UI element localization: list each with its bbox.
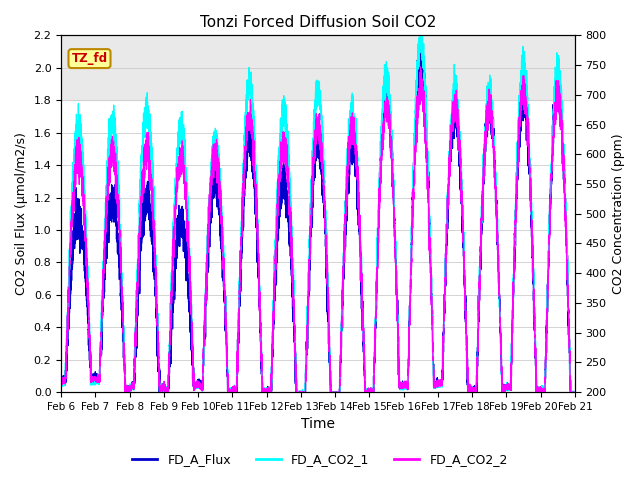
Legend: FD_A_Flux, FD_A_CO2_1, FD_A_CO2_2: FD_A_Flux, FD_A_CO2_1, FD_A_CO2_2 (127, 448, 513, 471)
X-axis label: Time: Time (301, 418, 335, 432)
Y-axis label: CO2 Soil Flux (μmol/m2/s): CO2 Soil Flux (μmol/m2/s) (15, 132, 28, 295)
Text: TZ_fd: TZ_fd (72, 52, 108, 65)
Y-axis label: CO2 Concentration (ppm): CO2 Concentration (ppm) (612, 133, 625, 294)
Title: Tonzi Forced Diffusion Soil CO2: Tonzi Forced Diffusion Soil CO2 (200, 15, 436, 30)
Bar (61, 36, 575, 100)
